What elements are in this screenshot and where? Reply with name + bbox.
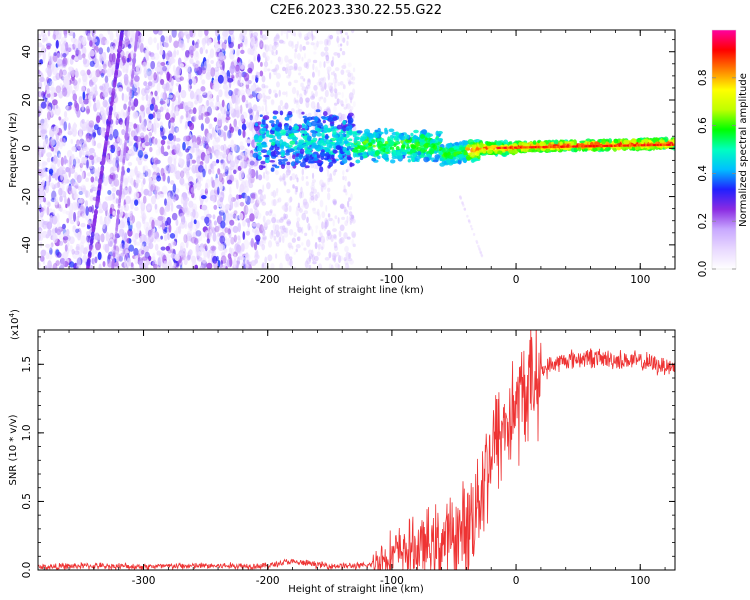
x-tick-label: -100: [380, 575, 404, 587]
y-tick-label: 0.0: [21, 562, 33, 579]
x-tick-label: -300: [132, 274, 156, 286]
y-tick-label: -40: [21, 236, 33, 253]
x-tick-label: -100: [380, 274, 404, 286]
colorbar-frame: [711, 29, 737, 270]
y-tick-label: 1.5: [21, 356, 33, 373]
x-tick-label: -200: [256, 274, 280, 286]
snr-frame: [37, 329, 676, 571]
colorbar: 0.0 0.2 0.4 0.6 0.8 Normalized spectral ampl…: [697, 29, 749, 277]
x-tick-label: 100: [630, 274, 650, 286]
colorbar-tick-label: 0.6: [697, 117, 709, 134]
colorbar-tick-label: 0.4: [697, 165, 709, 182]
y-tick-label: 40: [21, 45, 33, 58]
spectrogram-frame: [37, 29, 676, 270]
x-tick-label: -200: [256, 575, 280, 587]
colorbar-tick-label: 0.2: [697, 213, 709, 230]
y-tick-label: 0: [21, 145, 33, 152]
snr-yscale-exponent: 4: [8, 312, 16, 317]
spectrogram-ylabel: Frequency (Hz): [8, 112, 19, 188]
figure-title: C2E6.2023.330.22.55.G22: [270, 3, 442, 18]
colorbar-tick-label: 0.0: [697, 261, 709, 278]
x-tick-label: 0: [513, 274, 520, 286]
snr-ticks: -300 -200 -100 0 100 0.0 0.5 1.0 1.5: [21, 330, 675, 587]
x-tick-label: 100: [630, 575, 650, 587]
snr-ylabel: SNR (10 * v/v): [8, 414, 19, 485]
colorbar-label: Normalized spectral amplitude: [738, 73, 749, 227]
y-tick-label: 1.0: [21, 425, 33, 442]
x-tick-label: -300: [132, 575, 156, 587]
snr-panel: -300 -200 -100 0 100 0.0 0.5 1.0 1.5 Height of s…: [8, 309, 676, 595]
y-tick-label: -20: [21, 188, 33, 205]
snr-yscale-note: (x104): [8, 309, 21, 340]
y-tick-label: 20: [21, 93, 33, 106]
colorbar-ticks: 0.0 0.2 0.4 0.6 0.8: [697, 69, 736, 277]
y-tick-label: 0.5: [21, 493, 33, 510]
colorbar-tick-label: 0.8: [697, 69, 709, 86]
snr-yscale-note-base: (x10: [10, 317, 21, 340]
colorbar-gradient: [712, 30, 736, 269]
snr-xlabel: Height of straight line (km): [288, 584, 424, 595]
spectrogram-xlabel: Height of straight line (km): [288, 285, 424, 296]
snr-yscale-note-close: ): [10, 309, 21, 313]
x-tick-label: 0: [513, 575, 520, 587]
spectrogram-heatmap: [38, 30, 675, 269]
snr-series-line: [38, 330, 675, 570]
